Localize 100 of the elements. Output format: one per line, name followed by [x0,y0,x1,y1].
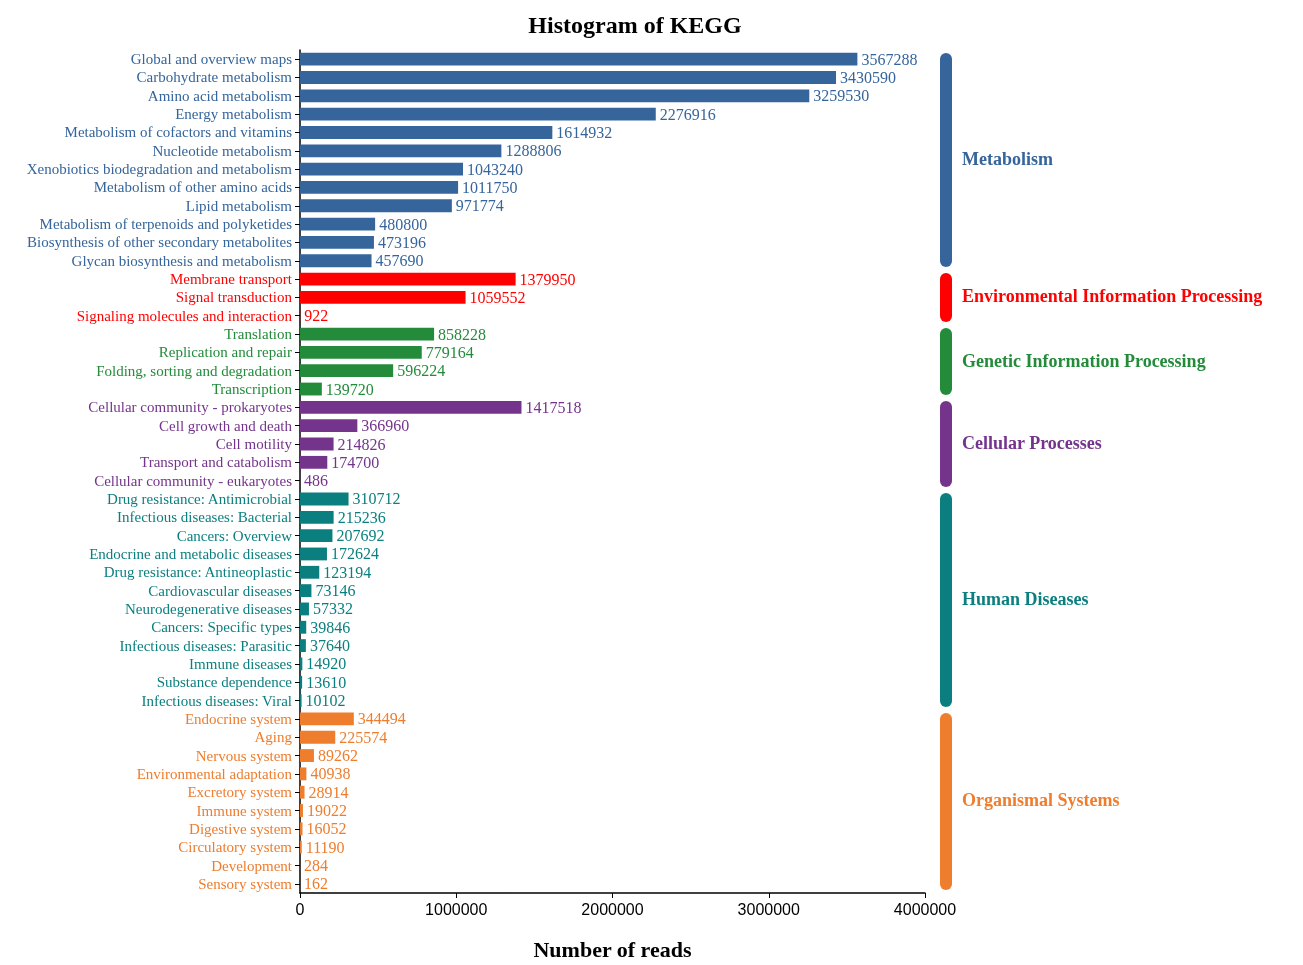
data-label: 57332 [312,600,353,618]
bar [300,364,394,378]
bar [300,529,333,543]
y-tick-label: Cellular community - prokaryotes [88,399,293,416]
data-label: 39846 [310,618,351,636]
data-label: 1379950 [519,270,576,288]
bar [300,236,374,249]
data-label: 3430590 [840,68,897,86]
bar [300,144,502,158]
y-tick-label: Immune system [196,802,293,819]
y-tick-label: Folding, sorting and degradation [96,362,293,379]
y-tick-label: Sensory system [198,875,293,892]
data-label: 3567288 [861,50,918,68]
bar [300,272,516,286]
bar [300,217,376,231]
bar [300,547,327,561]
data-label: 457690 [375,252,424,270]
data-label: 366960 [361,417,410,435]
data-label: 344494 [357,710,406,728]
y-tick-label: Infectious diseases: Viral [141,692,292,709]
data-label: 40938 [310,765,351,783]
bar [300,492,349,506]
y-tick-label: Cancers: Specific types [151,619,293,636]
y-tick-label: Development [211,857,293,874]
y-tick-label: Transport and catabolism [140,454,293,471]
chart-title: Histogram of KEGG [528,12,742,38]
data-label: 172624 [330,545,379,563]
y-tick-label: Translation [224,326,293,343]
y-tick-label: Membrane transport [169,271,293,288]
bar [300,767,307,781]
y-tick-label: Signaling molecules and interaction [76,307,293,324]
y-tick-label: Cardiovascular diseases [148,582,293,599]
data-label: 486 [304,472,329,490]
data-label: 779164 [425,343,474,361]
data-label: 1059552 [469,288,526,306]
data-label: 89262 [317,747,358,765]
y-tick-label: Glycan biosynthesis and metabolism [71,252,293,269]
y-tick-label: Drug resistance: Antineoplastic [103,564,293,581]
data-label: 13610 [306,673,347,691]
y-tick-label: Lipid metabolism [185,197,293,214]
y-tick-label: Metabolism of terpenoids and polyketides [39,216,293,233]
data-label: 1011750 [462,178,518,196]
x-tick-label: 0 [295,900,305,918]
bar [300,419,358,433]
bar [300,730,336,744]
data-label: 11190 [305,838,345,856]
bar [300,181,459,194]
data-label: 284 [304,857,329,875]
bar [300,107,656,121]
data-label: 922 [304,307,329,325]
bar [300,620,307,634]
data-label: 14920 [306,655,347,673]
data-label: 225574 [339,728,388,746]
y-tick-label: Biosynthesis of other secondary metabolites [27,234,293,251]
data-label: 3259530 [813,87,870,105]
y-tick-label: Xenobiotics biodegradation and metabolism [26,161,293,178]
text: Metabolism [962,148,1053,170]
y-tick-label: Cellular community - eukaryotes [94,472,293,489]
data-label: 480800 [379,215,428,233]
y-tick-label: Drug resistance: Antimicrobial [107,490,292,507]
data-label: 214826 [337,435,386,453]
y-tick-label: Transcription [211,381,293,398]
y-tick-label: Cell growth and death [159,417,293,434]
text: Genetic Information Processing [962,350,1206,372]
bar [300,822,303,836]
data-label: 28914 [308,783,349,801]
bar [300,327,435,341]
text: Organismal Systems [962,790,1120,812]
bar [300,804,303,817]
bar [300,400,522,414]
bar [300,89,810,103]
bar [300,254,372,268]
y-tick-label: Excretory system [187,784,293,801]
bar [300,52,858,66]
data-label: 1043240 [467,160,524,178]
data-label: 310712 [352,490,401,508]
text: Environmental Information Processing [962,286,1263,308]
y-tick-label: Digestive system [189,820,293,837]
y-tick-label: Immune diseases [189,655,293,672]
data-label: 19022 [306,802,347,820]
text: Cellular Processes [962,433,1102,454]
y-tick-label: Cell motility [215,436,293,453]
bar [300,162,464,176]
bar [300,455,328,469]
y-tick-label: Neurodegenerative diseases [124,600,293,617]
y-tick-label: Replication and repair [158,344,292,361]
y-tick-label: Substance dependence [156,674,293,691]
y-tick-label: Carbohydrate metabolism [136,69,293,86]
text: Human Diseases [962,588,1089,610]
bar [300,639,306,653]
bar [300,345,422,359]
y-tick-label: Aging [254,729,293,746]
y-tick-label: Amino acid metabolism [147,87,293,104]
data-label: 10102 [305,692,346,710]
data-label: 1417518 [525,398,582,416]
y-tick-label: Circulatory system [178,839,293,856]
y-tick-label: Nucleotide metabolism [152,142,293,159]
data-label: 215236 [337,508,386,526]
bar [300,126,553,139]
x-tick-label: 1000000 [425,900,488,918]
